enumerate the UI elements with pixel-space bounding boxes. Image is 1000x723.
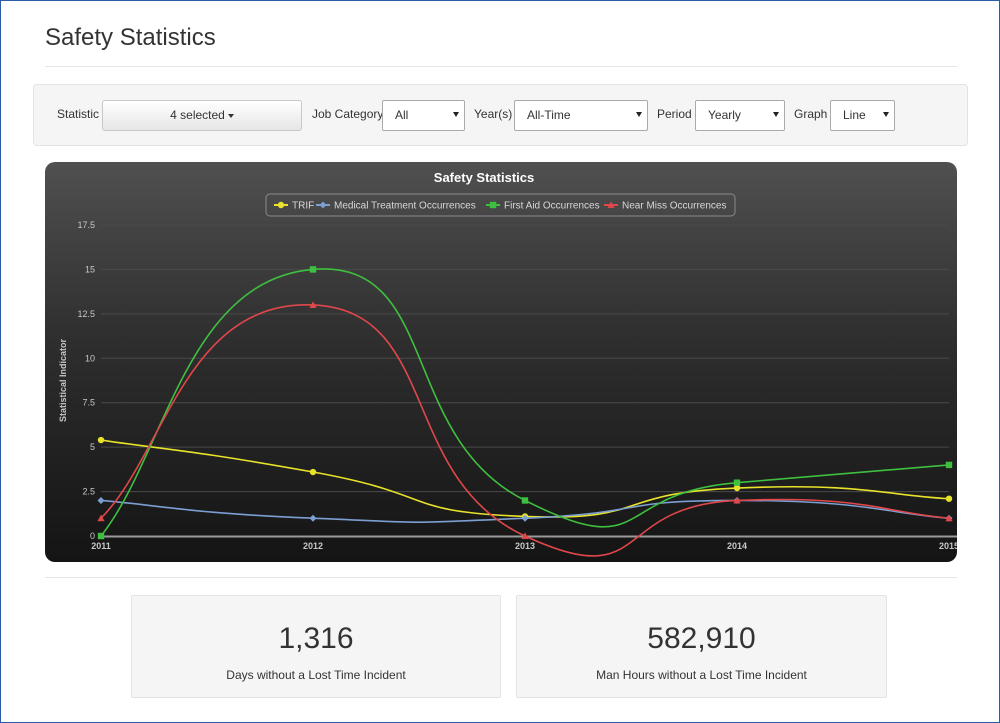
caret-down-icon — [228, 114, 234, 118]
chart-svg: 0 2.5 5 7.5 10 12.5 15 17.5 2011 2012 2013 2014 2015… — [45, 162, 957, 562]
dropdown-arrow-icon — [883, 112, 889, 117]
legend-marker-diamond — [320, 202, 327, 209]
data-point-square — [522, 497, 528, 503]
years-label: Year(s) — [474, 107, 512, 121]
years-select[interactable]: All-Time — [514, 100, 648, 131]
title-divider — [45, 66, 957, 67]
x-tick-label: 2014 — [727, 541, 747, 551]
series-line — [101, 440, 949, 517]
statistic-label: Statistic — [57, 107, 99, 121]
job-category-label: Job Category — [312, 107, 383, 121]
y-tick-label: 5 — [90, 442, 95, 452]
data-point-square — [946, 462, 952, 468]
graph-value: Line — [843, 108, 866, 122]
data-point-diamond — [310, 515, 317, 522]
data-point-square — [98, 533, 104, 539]
statistic-value: 4 selected — [170, 108, 225, 122]
dropdown-arrow-icon — [773, 112, 779, 117]
job-category-value: All — [395, 108, 408, 122]
y-tick-label: 15 — [85, 264, 95, 274]
dropdown-arrow-icon — [453, 112, 459, 117]
data-point-square — [734, 479, 740, 485]
days-without-lti-card: 1,316 Days without a Lost Time Incident — [131, 595, 501, 698]
days-without-lti-value: 1,316 — [132, 622, 500, 656]
data-point-circle — [310, 469, 316, 475]
data-point-diamond — [98, 497, 105, 504]
graph-select[interactable]: Line — [830, 100, 895, 131]
data-point-circle — [946, 495, 952, 501]
x-tick-label: 2015 — [939, 541, 957, 551]
days-without-lti-label: Days without a Lost Time Incident — [132, 668, 500, 682]
job-category-select[interactable]: All — [382, 100, 465, 131]
years-value: All-Time — [527, 108, 571, 122]
y-axis-label: Statistical Indicator — [58, 338, 68, 422]
legend-label: First Aid Occurrences — [504, 201, 600, 212]
man-hours-without-lti-label: Man Hours without a Lost Time Incident — [517, 668, 886, 682]
data-point-square — [310, 266, 316, 272]
dropdown-arrow-icon — [636, 112, 642, 117]
section-divider — [45, 577, 957, 578]
y-tick-label: 10 — [85, 353, 95, 363]
legend-marker-square — [490, 202, 496, 208]
y-tick-label: 7.5 — [82, 398, 95, 408]
legend-label: TRIF — [292, 201, 314, 212]
graph-label: Graph — [794, 107, 827, 121]
period-value: Yearly — [708, 108, 741, 122]
data-point-circle — [98, 437, 104, 443]
period-select[interactable]: Yearly — [695, 100, 785, 131]
filter-bar: Statistic 4 selected Job Category All Ye… — [33, 84, 968, 146]
y-tick-label: 17.5 — [77, 220, 95, 230]
x-tick-label: 2012 — [303, 541, 323, 551]
page-title: Safety Statistics — [45, 24, 216, 52]
legend-label: Medical Treatment Occurrences — [334, 201, 476, 212]
statistic-multiselect[interactable]: 4 selected — [102, 100, 302, 131]
man-hours-without-lti-card: 582,910 Man Hours without a Lost Time In… — [516, 595, 887, 698]
period-label: Period — [657, 107, 692, 121]
legend-label: Near Miss Occurrences — [622, 201, 726, 212]
safety-chart: 0 2.5 5 7.5 10 12.5 15 17.5 2011 2012 2013 2014 2015… — [45, 162, 957, 562]
x-tick-label: 2011 — [91, 541, 111, 551]
y-tick-label: 2.5 — [82, 487, 95, 497]
y-tick-label: 0 — [90, 531, 95, 541]
y-tick-label: 12.5 — [77, 309, 95, 319]
legend-marker-circle — [278, 202, 284, 208]
man-hours-without-lti-value: 582,910 — [517, 622, 886, 656]
chart-title: Safety Statistics — [434, 170, 534, 185]
x-tick-label: 2013 — [515, 541, 535, 551]
